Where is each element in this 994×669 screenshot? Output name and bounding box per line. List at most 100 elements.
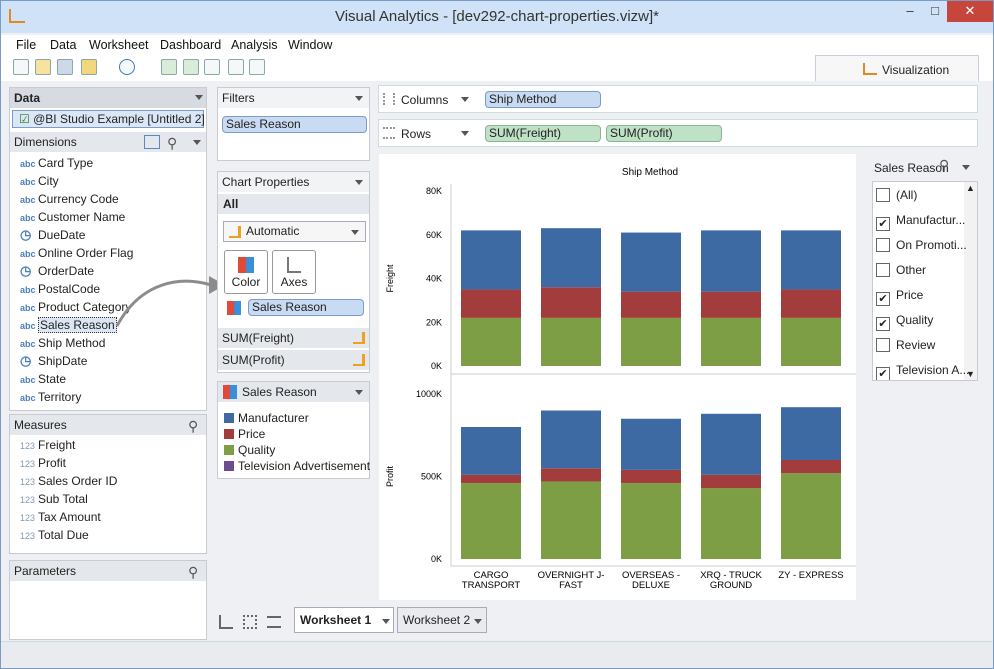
search-icon[interactable]: ⚲ bbox=[188, 418, 199, 434]
legend-item[interactable]: Quality bbox=[224, 443, 275, 457]
measure-item[interactable]: 123 Sub Total bbox=[20, 490, 88, 508]
dimension-item[interactable]: abc Card Type bbox=[20, 154, 93, 172]
chevron-down-icon[interactable] bbox=[962, 165, 970, 170]
dimension-item[interactable]: abc Ship Method bbox=[20, 334, 105, 352]
list-icon[interactable] bbox=[267, 616, 281, 628]
rows-pill-profit[interactable]: SUM(Profit) bbox=[606, 125, 722, 142]
refresh-icon[interactable] bbox=[119, 59, 135, 75]
dimension-item[interactable]: abc Territory bbox=[20, 388, 81, 406]
chevron-down-icon[interactable] bbox=[355, 390, 363, 395]
swap-icon[interactable] bbox=[228, 59, 244, 75]
checked-box-icon[interactable]: ✔ bbox=[876, 317, 890, 331]
chevron-down-icon[interactable] bbox=[461, 97, 469, 102]
legend-item[interactable]: Television Advertisement bbox=[224, 459, 370, 473]
menu-worksheet[interactable]: Worksheet bbox=[89, 38, 149, 52]
open-icon[interactable] bbox=[35, 59, 51, 75]
dimension-item[interactable]: abc State bbox=[20, 370, 66, 388]
scroll-up-icon[interactable]: ▲ bbox=[966, 183, 975, 193]
sort-icon[interactable] bbox=[249, 59, 265, 75]
save-icon[interactable] bbox=[57, 59, 73, 75]
new-icon[interactable] bbox=[13, 59, 29, 75]
menu-window[interactable]: Window bbox=[288, 38, 333, 52]
close-button[interactable]: ✕ bbox=[947, 1, 993, 22]
dimension-item[interactable]: abc Currency Code bbox=[20, 190, 119, 208]
unchecked-box-icon[interactable] bbox=[876, 263, 890, 277]
measure-item[interactable]: 123 Tax Amount bbox=[20, 508, 101, 526]
chevron-down-icon[interactable] bbox=[195, 95, 203, 100]
dimension-item[interactable]: abc Online Order Flag bbox=[20, 244, 133, 262]
color-field-pill[interactable]: Sales Reason bbox=[248, 299, 364, 316]
filter-option[interactable]: ✔ Television A... bbox=[876, 359, 969, 380]
tab-worksheet-2[interactable]: Worksheet 2 bbox=[397, 607, 487, 633]
chart-icon[interactable] bbox=[204, 59, 220, 75]
measure-row-profit[interactable]: SUM(Profit) bbox=[218, 350, 369, 370]
checked-box-icon[interactable]: ✔ bbox=[876, 367, 890, 380]
menu-analysis[interactable]: Analysis bbox=[231, 38, 278, 52]
chevron-down-icon[interactable] bbox=[193, 140, 201, 145]
menu-dashboard[interactable]: Dashboard bbox=[160, 38, 222, 52]
tab-worksheet-1[interactable]: Worksheet 1 bbox=[294, 607, 394, 633]
legend-item[interactable]: Price bbox=[224, 427, 265, 441]
filter-option[interactable]: ✔ Quality bbox=[876, 309, 933, 331]
dimension-item[interactable]: abc Product Category bbox=[20, 298, 131, 316]
scrollbar[interactable]: ▲ ▼ bbox=[964, 182, 977, 380]
data-panel-title: Data bbox=[14, 91, 41, 105]
search-icon[interactable]: ⚲ bbox=[167, 135, 178, 151]
chevron-down-icon[interactable] bbox=[461, 131, 469, 136]
scroll-down-icon[interactable]: ▼ bbox=[966, 369, 975, 379]
add-grid-icon[interactable] bbox=[183, 59, 199, 75]
tab-worksheet-1-label: Worksheet 1 bbox=[300, 613, 372, 627]
filter-pill[interactable]: Sales Reason bbox=[222, 116, 367, 133]
dimension-item[interactable]: abc Sales Reason bbox=[20, 316, 117, 334]
y-axis-label: Freight bbox=[385, 264, 395, 293]
filter-option[interactable]: ✔ Price bbox=[876, 284, 923, 306]
new-worksheet-icon[interactable] bbox=[219, 615, 233, 629]
measure-item[interactable]: 123 Profit bbox=[20, 454, 66, 472]
numeric-field-icon: 123 bbox=[20, 459, 36, 469]
menu-file[interactable]: File bbox=[16, 38, 37, 52]
measure-item[interactable]: 123 Freight bbox=[20, 436, 75, 454]
copy-icon[interactable] bbox=[81, 59, 97, 75]
dimension-item[interactable]: ◷ ShipDate bbox=[20, 352, 87, 370]
columns-pill[interactable]: Ship Method bbox=[485, 91, 601, 108]
menu-data[interactable]: Data bbox=[50, 38, 77, 52]
filter-option[interactable]: On Promoti... bbox=[876, 234, 967, 256]
dimension-item[interactable]: abc City bbox=[20, 172, 59, 190]
dimension-item[interactable]: ◷ DueDate bbox=[20, 226, 85, 244]
mark-type-value: Automatic bbox=[246, 224, 300, 238]
measure-item[interactable]: 123 Total Due bbox=[20, 526, 89, 544]
mark-type-select[interactable]: Automatic bbox=[223, 221, 366, 242]
numeric-field-icon: 123 bbox=[20, 513, 36, 523]
dimension-item[interactable]: abc PostalCode bbox=[20, 280, 100, 298]
dimension-item[interactable]: abc Customer Name bbox=[20, 208, 125, 226]
dimension-item[interactable]: ◷ OrderDate bbox=[20, 262, 94, 280]
new-dashboard-icon[interactable] bbox=[243, 615, 257, 629]
measure-row-freight[interactable]: SUM(Freight) bbox=[218, 328, 369, 348]
visualization-tab[interactable]: Visualization bbox=[815, 55, 979, 81]
filter-option[interactable]: Other bbox=[876, 259, 926, 281]
search-icon[interactable]: ⚲ bbox=[188, 564, 199, 580]
unchecked-box-icon[interactable] bbox=[876, 238, 890, 252]
checked-box-icon[interactable]: ✔ bbox=[876, 217, 890, 231]
minimize-button[interactable]: – bbox=[906, 3, 914, 18]
measure-item[interactable]: 123 Sales Order ID bbox=[20, 472, 117, 490]
search-icon[interactable]: ⚲ bbox=[939, 157, 950, 173]
text-field-icon: abc bbox=[20, 159, 36, 169]
rows-pill-freight[interactable]: SUM(Freight) bbox=[485, 125, 601, 142]
color-button[interactable]: Color bbox=[224, 250, 268, 294]
data-source-item[interactable]: ☑ @BI Studio Example [Untitled 2] bbox=[12, 110, 205, 128]
legend-item[interactable]: Manufacturer bbox=[224, 411, 309, 425]
filter-option[interactable]: (All) bbox=[876, 184, 917, 206]
maximize-button[interactable]: □ bbox=[931, 3, 939, 18]
filter-option[interactable]: ✔ Manufactur... bbox=[876, 209, 965, 231]
unchecked-box-icon[interactable] bbox=[876, 188, 890, 202]
unchecked-box-icon[interactable] bbox=[876, 338, 890, 352]
table-icon[interactable] bbox=[144, 135, 160, 149]
axes-button[interactable]: Axes bbox=[272, 250, 316, 294]
checked-box-icon[interactable]: ✔ bbox=[876, 292, 890, 306]
add-row-icon[interactable] bbox=[161, 59, 177, 75]
filter-option[interactable]: Review bbox=[876, 334, 935, 356]
chevron-down-icon bbox=[351, 230, 359, 235]
chevron-down-icon[interactable] bbox=[355, 96, 363, 101]
chevron-down-icon[interactable] bbox=[355, 180, 363, 185]
